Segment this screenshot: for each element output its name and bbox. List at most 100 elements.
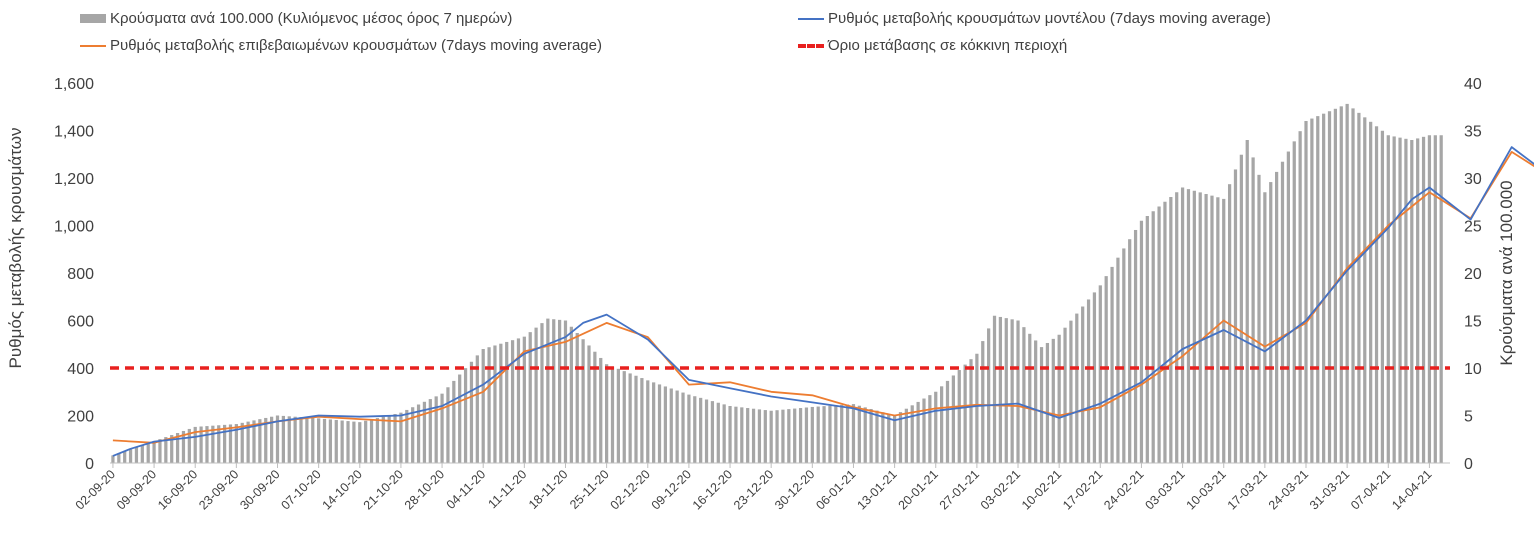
bar-day-51 [411,407,415,463]
bar-day-220 [1404,138,1408,463]
bar-day-199 [1280,161,1285,463]
bar-day-187 [1210,195,1214,463]
bar-day-42 [358,422,362,463]
bar-day-198 [1275,171,1279,463]
bar-day-81 [587,345,591,463]
bar-day-78 [569,326,573,463]
bar-day-141 [940,386,944,463]
bar-day-12 [181,430,186,463]
lines-group [110,146,1534,457]
bar-day-170 [1110,266,1114,463]
bar-day-204 [1310,118,1314,464]
bar-day-179 [1163,201,1167,463]
bars-group [111,103,1443,464]
x-tick-label: 02-12-20 [608,467,653,512]
bar-day-207 [1327,111,1332,463]
y-tick-left: 1,200 [54,171,94,188]
legend-label-model: Ρυθμός μεταβολής κρουσμάτων μοντέλου (7d… [828,10,1271,27]
bar-day-82 [593,351,597,463]
bar-day-14 [193,426,197,463]
x-tick-label: 30-12-20 [772,467,817,512]
bar-day-15 [199,426,203,463]
bar-day-25 [258,419,262,463]
bar-day-119 [810,406,814,463]
bar-day-191 [1233,169,1238,463]
bar-day-97 [681,392,685,463]
bar-day-223 [1421,136,1426,464]
bar-day-117 [798,408,803,463]
bar-day-50 [405,409,409,463]
bar-day-95 [669,388,673,463]
line-model-cases [112,146,1534,457]
x-tick-label: 04-11-20 [444,467,489,512]
bar-day-146 [969,359,973,463]
bar-day-56 [440,393,444,463]
bar-day-86 [616,368,620,463]
bar-day-144 [957,370,961,463]
x-tick-label: 13-01-21 [854,467,899,512]
bar-day-151 [998,316,1003,463]
bar-day-219 [1398,137,1402,463]
bar-day-54 [428,399,432,463]
y-tick-right: 30 [1464,171,1482,188]
bar-day-3 [128,449,133,463]
bar-day-18 [217,425,221,463]
bar-day-157 [1034,340,1038,463]
bar-day-185 [1198,192,1202,463]
bar-day-36 [322,418,327,463]
bar-day-224 [1427,135,1432,463]
bar-day-166 [1086,299,1091,463]
y-ticks-right: 0 5 10 15 20 25 30 35 40 [1464,76,1482,473]
bar-day-121 [822,406,826,463]
bar-day-76 [557,319,562,463]
bar-day-41 [352,421,356,463]
bar-day-33 [305,417,309,463]
x-tick-label: 07-10-20 [278,467,323,512]
bar-day-128 [863,407,867,463]
bar-day-193 [1245,140,1249,463]
bar-day-160 [1051,338,1055,463]
x-tick-label: 14-04-21 [1389,467,1434,512]
bar-day-188 [1216,197,1220,463]
x-tick-label: 03-02-21 [978,467,1023,512]
bar-day-148 [981,341,985,463]
bar-day-165 [1081,306,1085,463]
bar-day-215 [1374,126,1379,464]
bar-day-80 [581,339,585,463]
bar-day-137 [916,401,920,463]
x-tick-label: 10-03-21 [1184,467,1229,512]
bar-day-195 [1257,174,1261,464]
legend-item-bar: Κρούσματα ανά 100.000 (Κυλιόμενος μέσος … [80,10,512,27]
bar-day-84 [605,364,609,463]
bar-day-0 [111,455,115,463]
x-tick-label: 20-01-21 [896,467,941,512]
bar-day-57 [446,387,450,463]
bar-day-61 [469,361,474,463]
x-tick-label: 16-09-20 [155,467,200,512]
bar-day-87 [622,371,626,463]
bar-day-158 [1039,347,1044,463]
bar-day-211 [1351,108,1355,463]
x-tick-label: 30-09-20 [237,467,282,512]
bar-day-109 [751,408,756,463]
bar-day-102 [710,401,715,463]
bar-day-39 [340,420,344,463]
bar-day-167 [1092,292,1097,463]
y-tick-left: 600 [67,314,94,331]
bar-day-62 [475,355,479,463]
y-tick-left: 200 [67,409,94,426]
x-tick-label: 09-09-20 [114,467,159,512]
bar-day-103 [716,402,720,463]
bar-day-47 [387,415,391,463]
bar-day-89 [634,375,638,463]
bar-day-222 [1416,138,1420,463]
bar-day-48 [393,414,397,463]
bar-day-43 [364,420,368,463]
y-tick-left: 800 [67,266,94,283]
bar-day-177 [1151,211,1155,463]
bar-day-171 [1116,257,1120,463]
x-tick-label: 14-10-20 [320,467,365,512]
bar-day-196 [1263,192,1267,463]
bar-day-94 [663,386,668,463]
bar-day-225 [1433,135,1437,463]
